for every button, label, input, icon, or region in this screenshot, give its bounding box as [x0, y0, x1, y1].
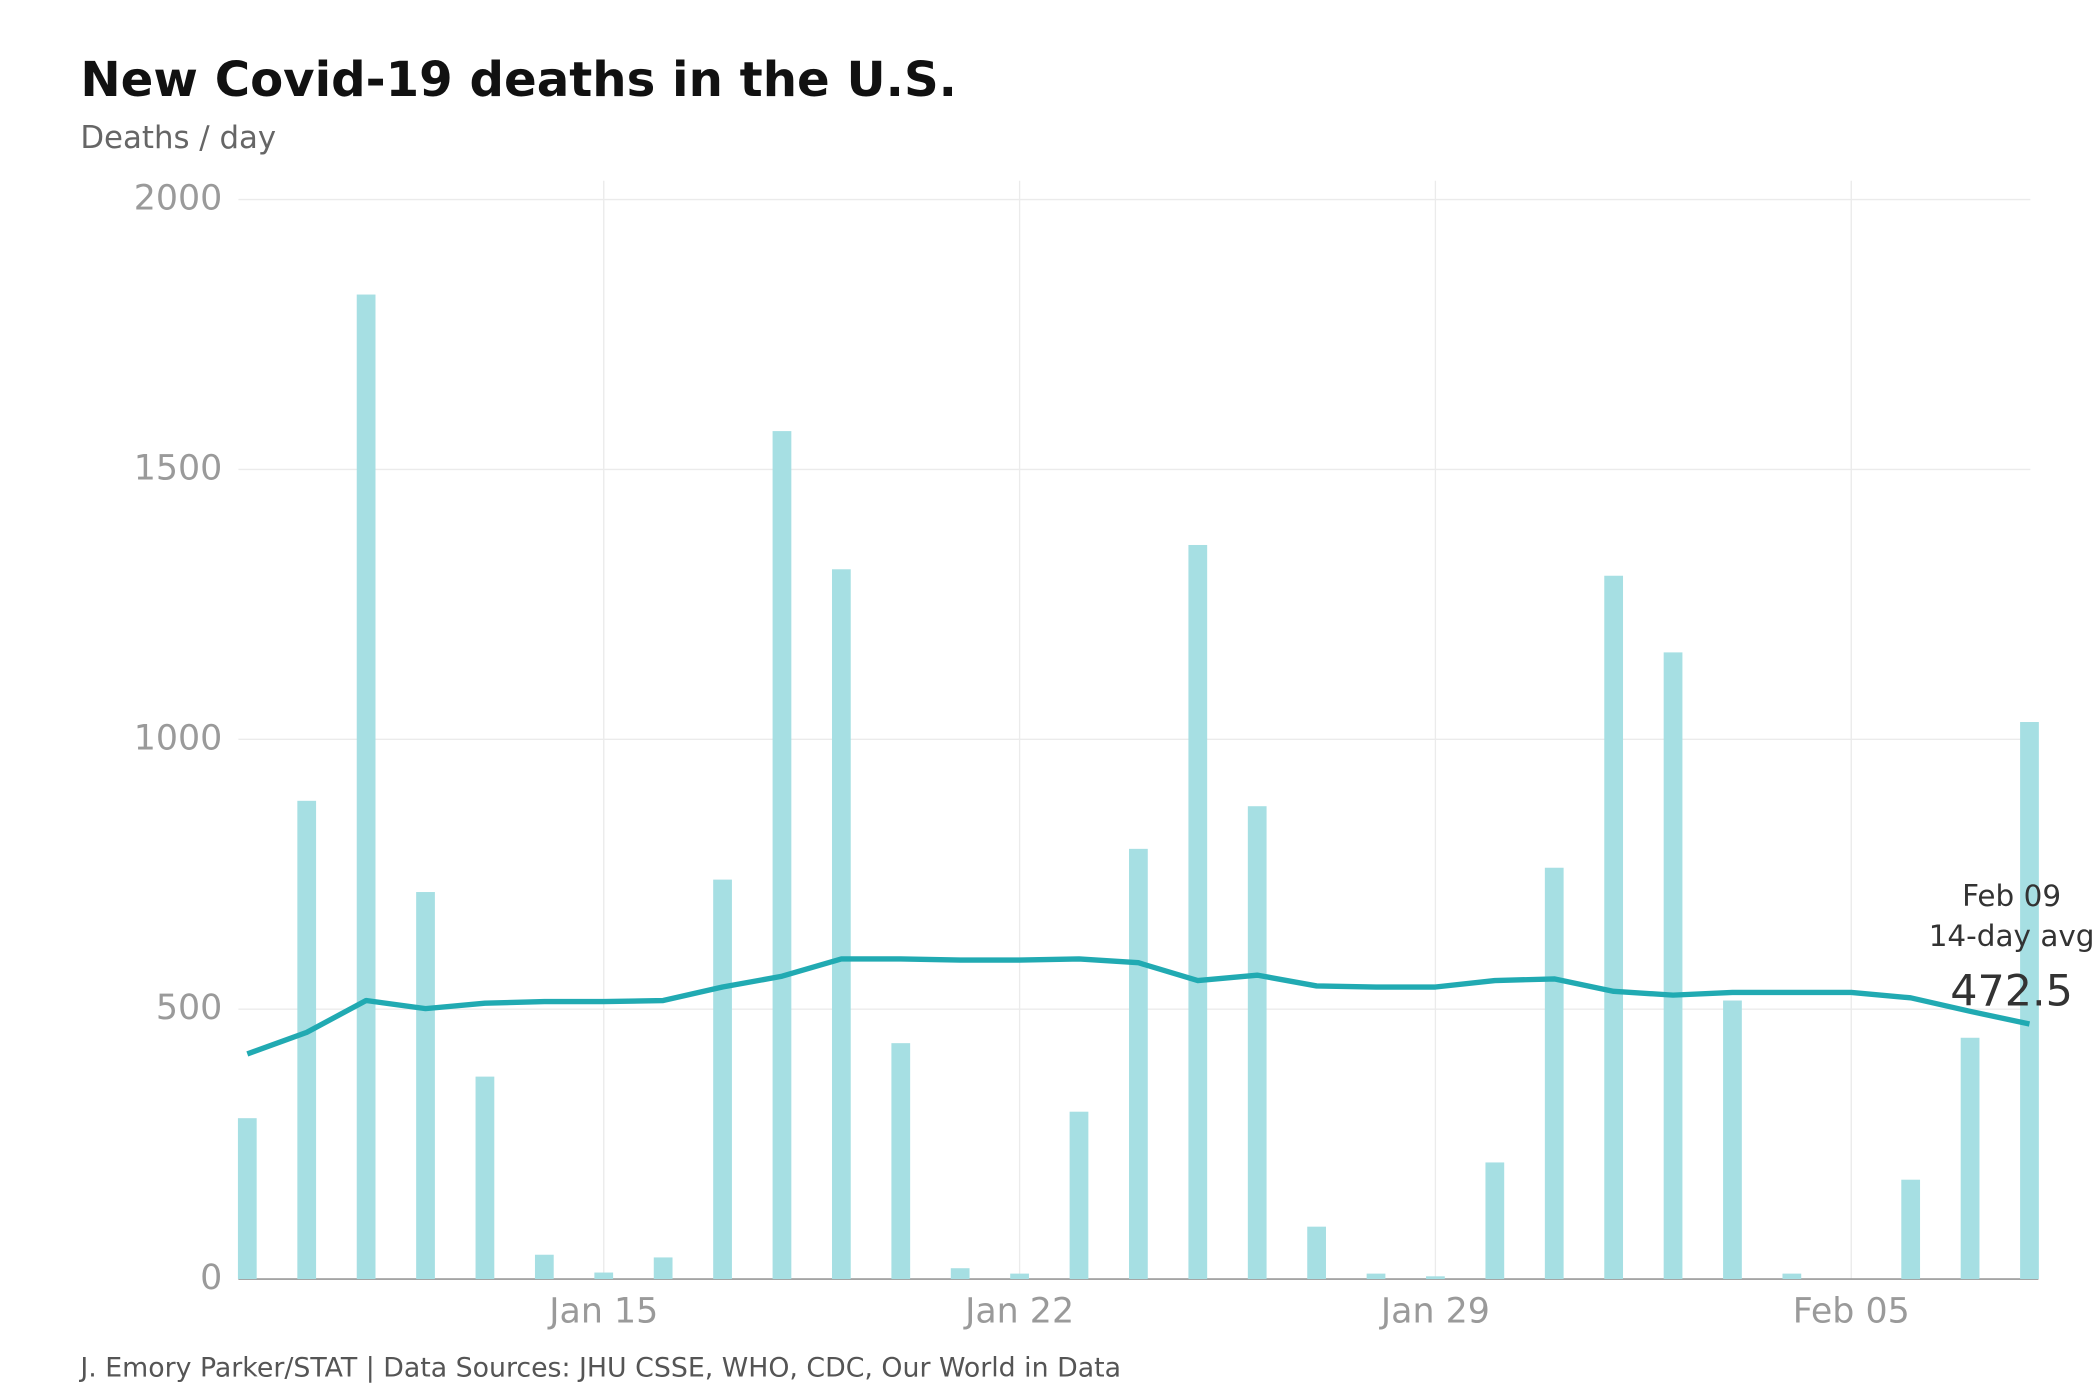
y-tick-label: 1500	[134, 448, 223, 488]
source-note: J. Emory Parker/STAT | Data Sources: JHU…	[78, 1352, 1121, 1383]
bar	[1960, 1037, 1980, 1280]
bar	[1485, 1162, 1505, 1280]
bar	[1782, 1273, 1802, 1280]
bar	[1129, 848, 1148, 1280]
chart-subtitle: Deaths / day	[80, 120, 276, 156]
labels: 0 500 1000 1500 2000 Jan 15 Jan 22 Jan 29 Feb 05…	[134, 179, 2095, 1332]
bar	[356, 294, 376, 1280]
bar	[831, 569, 851, 1280]
x-tick-label: Jan 15	[547, 1292, 658, 1332]
bar	[1426, 1276, 1445, 1280]
y-tick-label: 0	[200, 1258, 222, 1298]
bar	[594, 1272, 614, 1280]
bar	[1069, 1111, 1089, 1280]
avg-line	[246, 956, 2031, 1057]
bar	[1663, 652, 1683, 1280]
bar	[950, 1268, 970, 1280]
bar	[2020, 722, 2039, 1280]
bar	[297, 800, 317, 1280]
x-tick-label: Jan 29	[1379, 1292, 1490, 1332]
marks	[237, 294, 2039, 1280]
chart-title: New Covid-19 deaths in the U.S.	[80, 52, 957, 108]
bar	[416, 892, 435, 1280]
bar	[1604, 575, 1624, 1280]
y-tick-label: 1000	[134, 718, 223, 758]
bar	[772, 431, 792, 1280]
bar	[475, 1076, 495, 1280]
bar	[1544, 867, 1564, 1280]
bar	[1247, 806, 1267, 1280]
value-label: 472.5	[1950, 966, 2073, 1016]
bar	[237, 1118, 257, 1280]
bar	[713, 879, 732, 1280]
bar	[891, 1043, 911, 1280]
annotation-date: Feb 09	[1962, 879, 2061, 913]
bar	[1723, 1000, 1742, 1280]
bar	[1307, 1226, 1326, 1280]
bar	[1010, 1273, 1029, 1280]
bar	[1901, 1179, 1921, 1280]
x-tick-label: Jan 22	[963, 1292, 1074, 1332]
bar	[653, 1257, 673, 1280]
y-tick-label: 2000	[134, 179, 223, 219]
bar	[534, 1254, 554, 1280]
annotation-label: 14-day avg	[1929, 919, 2095, 953]
y-tick-label: 500	[156, 988, 222, 1028]
x-tick-label: Feb 05	[1793, 1292, 1910, 1332]
bar	[1366, 1273, 1386, 1280]
bar	[1188, 544, 1208, 1280]
